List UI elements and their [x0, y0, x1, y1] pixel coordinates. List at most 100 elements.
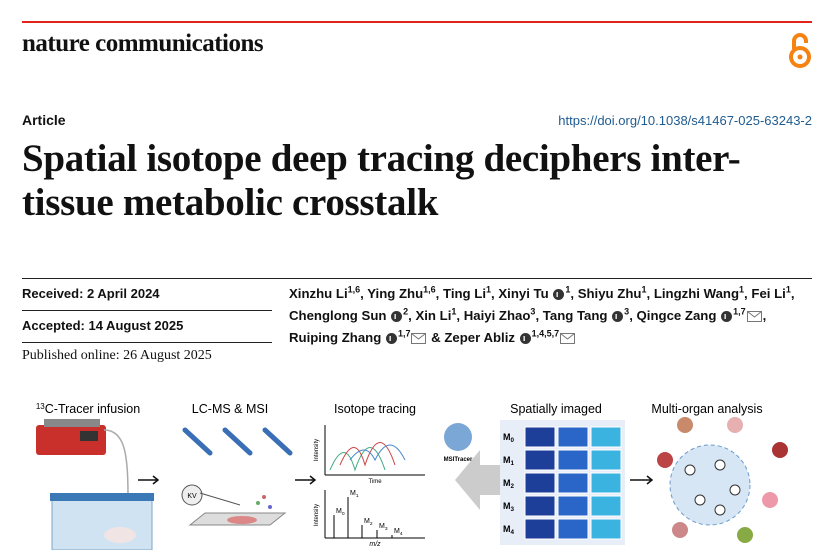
panel-title-text: Multi-organ analysis	[651, 402, 762, 416]
orcid-mark	[523, 336, 525, 341]
conjunction: &	[431, 330, 441, 345]
peak-label: M2	[364, 518, 373, 527]
mail-body	[411, 333, 427, 344]
author-name: Qingce Zang	[636, 308, 717, 323]
author: Xinyi Tu 1,	[498, 284, 575, 301]
separator: ,	[790, 286, 795, 301]
image-tile	[524, 426, 556, 448]
affiliation: 1,7	[397, 328, 411, 339]
label-base: M	[503, 455, 511, 465]
separator: ,	[570, 286, 575, 301]
article-type: Article	[22, 112, 66, 128]
title-line: Spatial isotope deep tracing deciphers i…	[22, 137, 741, 180]
author-name: Zeper Abliz	[444, 330, 515, 345]
image-tile	[557, 518, 589, 540]
affiliation: 1	[451, 306, 457, 317]
orcid-mark	[394, 314, 396, 319]
author-name: Ruiping Zhang	[289, 330, 382, 345]
image-tile	[590, 518, 622, 540]
orcid-mark	[389, 336, 391, 341]
affiliation: 1	[565, 284, 571, 295]
author-list: Xinzhu Li1,6, Ying Zhu1,6, Ting Li1, Xin…	[289, 283, 809, 349]
image-tile	[524, 518, 556, 540]
label-sub: 4	[511, 529, 515, 536]
mail-icon	[560, 333, 576, 344]
author: Ting Li1,	[443, 284, 495, 301]
top-rule	[22, 21, 812, 23]
mail-body	[746, 311, 762, 322]
affiliation: 1,6	[423, 284, 436, 295]
orcid-mark	[556, 292, 559, 297]
panel-title: Spatially imaged	[510, 402, 602, 416]
author-name: Fei Li	[751, 286, 786, 301]
orcid-circle	[553, 289, 565, 300]
orcid-circle	[519, 333, 531, 344]
image-tile	[590, 426, 622, 448]
label-base: M	[503, 501, 511, 511]
panel-title-text: Spatially imaged	[510, 402, 602, 416]
affiliation: 1	[486, 284, 492, 295]
orcid-icon	[385, 333, 397, 344]
row-label: M1	[503, 455, 515, 467]
mail-icon	[746, 311, 762, 322]
software-label: MSITracer	[444, 457, 473, 463]
separator: ,	[646, 286, 651, 301]
orcid-circle	[385, 333, 397, 344]
orcid-circle	[612, 311, 624, 322]
doi-link[interactable]: https://doi.org/10.1038/s41467-025-63243…	[558, 113, 812, 128]
affiliation: 1,7	[733, 306, 746, 317]
mail-flap	[560, 333, 575, 340]
author-name: Haiyi Zhao	[463, 308, 531, 323]
row-label: M2	[503, 478, 515, 490]
separator: ,	[435, 286, 440, 301]
axis-label: m/z	[369, 541, 381, 548]
row-label: M4	[503, 524, 515, 536]
image-tile	[524, 449, 556, 471]
author: Haiyi Zhao3,	[463, 307, 540, 323]
label-sub: 2	[370, 521, 373, 527]
date-accepted: Accepted: 14 August 2025	[22, 318, 184, 333]
image-tile	[557, 426, 589, 448]
label-sub: 2	[511, 483, 515, 490]
label-base: M	[503, 478, 511, 488]
mail-flap	[746, 311, 762, 318]
mail-body	[560, 333, 576, 344]
separator: ,	[535, 308, 540, 323]
axis-label: Time	[368, 479, 382, 485]
author-name: Xinzhu Li	[289, 286, 348, 301]
label-sub: 1	[511, 460, 515, 467]
separator: ,	[456, 308, 461, 323]
image-tile	[590, 472, 622, 494]
label-base: M	[350, 490, 356, 497]
kv-label: KV	[187, 493, 197, 500]
panel-title: Isotope tracing	[334, 402, 416, 416]
author: Ying Zhu1,6,	[367, 284, 440, 301]
row-label: M3	[503, 501, 515, 513]
label-base: M	[336, 508, 342, 515]
panel-title: 13C-Tracer infusion	[36, 402, 140, 416]
image-tile	[557, 472, 589, 494]
label-sub: 3	[511, 506, 515, 513]
author: Xinzhu Li1,6,	[289, 285, 364, 301]
author: Ruiping Zhang 1,7	[289, 328, 427, 345]
title-line: tissue metabolic crosstalk	[22, 181, 439, 224]
date-published: Published online: 26 August 2025	[22, 348, 212, 363]
open-access-icon	[789, 33, 811, 68]
author: Tang Tang 3,	[543, 307, 633, 323]
separator: ,	[491, 286, 495, 301]
overview-figure: 13C-Tracer infusion LC-MS & MSI Isotope tr…	[36, 402, 788, 550]
orcid-icon	[721, 311, 733, 322]
author-name: Lingzhi Wang	[653, 286, 740, 301]
label-base: M	[503, 524, 511, 534]
orcid-circle	[721, 311, 733, 322]
label-base: M	[364, 518, 370, 525]
label-base: M	[379, 523, 385, 530]
author: & Zeper Abliz 1,4,5,7	[431, 329, 576, 345]
label-base: M	[394, 528, 400, 535]
rule	[22, 342, 272, 343]
author-name: Xin Li	[415, 308, 452, 323]
mail-flap	[411, 333, 427, 340]
author-name: Xinyi Tu	[498, 286, 549, 301]
row-label: M0	[503, 432, 515, 444]
